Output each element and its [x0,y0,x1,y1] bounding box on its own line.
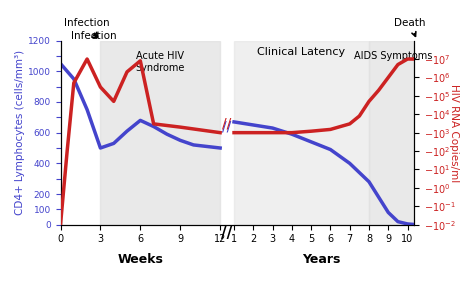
Text: //: // [221,226,233,241]
Y-axis label: CD4+ Lymphocytes (cells/mm³): CD4+ Lymphocytes (cells/mm³) [15,50,25,215]
Y-axis label: HIV RNA Copies/ml: HIV RNA Copies/ml [449,84,459,182]
Bar [234,41,369,225]
Text: Infection: Infection [64,18,109,37]
Bar [369,41,417,225]
Text: AIDS Symptoms: AIDS Symptoms [354,51,432,61]
Text: Acute HIV
Syndrome: Acute HIV Syndrome [136,51,185,73]
Text: Years: Years [301,253,340,266]
Text: //: // [222,119,232,133]
Text: Clinical Latency: Clinical Latency [257,47,346,57]
Text: //: // [222,117,232,131]
Text: Death: Death [394,18,426,36]
Text: Infection: Infection [71,31,116,41]
Bar [100,41,220,225]
Text: Weeks: Weeks [118,253,163,266]
